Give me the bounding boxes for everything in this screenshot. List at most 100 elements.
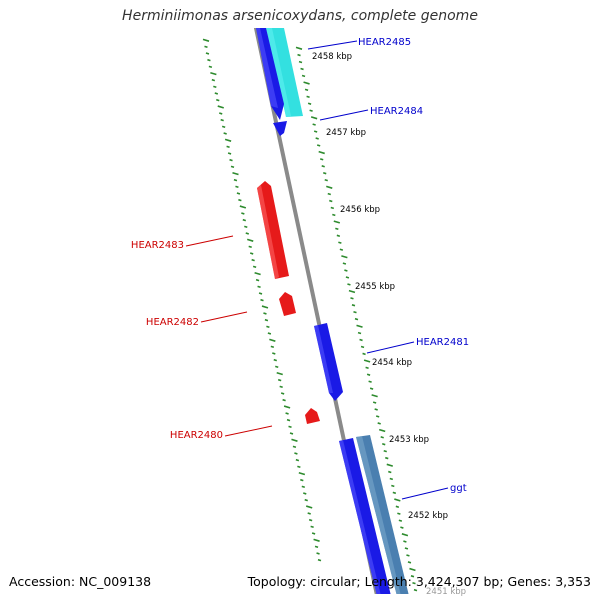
minor-tick [289,432,294,435]
minor-tick [406,554,410,557]
minor-tick [377,422,381,425]
minor-tick [260,298,264,302]
major-tick [291,438,298,442]
minor-tick [264,318,269,322]
major-tick [298,471,306,476]
major-tick [371,394,378,398]
gene-HEAR2482-shape[interactable] [279,292,296,316]
minor-tick [316,144,321,147]
minor-tick [311,532,316,535]
minor-tick [277,378,282,382]
gene-label-ggt[interactable]: ggt [450,483,467,494]
minor-tick [347,283,351,286]
minor-tick [272,352,276,355]
genome-summary: Topology: circular; Length: 3,424,307 bp… [247,574,591,589]
minor-tick [307,102,312,105]
major-tick [283,405,291,409]
major-tick [210,71,217,76]
gene-label-HEAR2485[interactable]: HEAR2485 [358,37,411,48]
minor-tick [223,132,227,135]
tick-labels: 2458 kbp 2457 kbp 2456 kbp 2455 kbp 2454… [312,52,466,597]
major-tick [378,428,386,433]
minor-tick [204,45,208,49]
minor-tick [218,112,223,115]
minor-tick [338,241,342,244]
minor-tick [383,449,387,453]
minor-tick [304,88,309,92]
leader-HEAR2483 [185,235,234,247]
minor-tick [312,123,316,126]
tick-label: 2454 kbp [372,358,412,368]
minor-tick [388,470,392,474]
gene-label-HEAR2480[interactable]: HEAR2480 [170,430,223,441]
gene-label-HEAR2481[interactable]: HEAR2481 [416,337,469,348]
minor-tick [315,137,319,140]
minor-tick [266,325,270,329]
inner-tick-ring [202,38,322,562]
minor-tick [251,258,255,262]
gene-HEAR2485-highlight [256,28,278,108]
leader-HEAR2482 [200,311,248,323]
minor-tick [368,380,372,383]
minor-tick [404,547,409,550]
tick-label: 2458 kbp [312,52,352,62]
minor-tick [236,192,241,195]
minor-tick [400,526,404,529]
minor-tick [344,269,348,272]
minor-tick [301,485,306,489]
major-tick [341,255,348,259]
leader-HEAR2481 [366,341,415,354]
cyan-feature-highlight [266,28,291,117]
major-tick [295,46,303,50]
gene-HEAR2480-shape[interactable] [305,408,320,424]
minor-tick [307,512,311,515]
gene-label-HEAR2482[interactable]: HEAR2482 [146,317,199,328]
gene-label-HEAR2484[interactable]: HEAR2484 [370,106,423,117]
minor-tick [270,345,275,349]
minor-tick [288,425,292,429]
minor-tick [242,218,247,222]
minor-tick [249,252,254,255]
minor-tick [279,385,283,389]
accession-label: Accession: NC_009138 [9,574,152,589]
minor-tick [365,366,369,370]
minor-tick [410,575,415,578]
minor-tick [350,297,354,300]
minor-tick [375,415,380,418]
minor-tick [324,178,328,182]
minor-tick [282,398,286,402]
minor-tick [412,581,416,585]
minor-tick [216,98,220,102]
gene-HEAR2483-highlight [257,185,279,279]
minor-tick [385,456,389,460]
gene-label-HEAR2483[interactable]: HEAR2483 [131,240,184,251]
gene-HEAR2481-highlight [314,325,333,393]
tick-label: 2457 kbp [326,128,366,138]
minor-tick [255,278,260,282]
major-tick [269,338,276,342]
leader-HEAR2480 [224,425,273,437]
minor-tick [403,540,407,543]
minor-tick [226,145,230,149]
leader-ggt [401,487,449,500]
outer-tick-ring [295,46,418,592]
minor-tick [304,498,308,502]
minor-tick [230,165,235,169]
tick-label: 2453 kbp [389,435,429,445]
minor-tick [297,465,301,469]
minor-tick [214,92,219,95]
minor-tick [345,276,350,279]
minor-tick [229,158,233,162]
minor-tick [336,234,341,237]
leader-HEAR2485 [307,40,358,50]
minor-tick [397,512,401,515]
minor-tick [205,52,210,55]
minor-tick [235,185,239,189]
gene-HEAR2484-shape[interactable] [273,121,287,136]
minor-tick [392,491,397,495]
major-tick [333,220,341,224]
minor-tick [257,285,261,289]
minor-tick [369,387,374,390]
major-tick [261,305,269,309]
